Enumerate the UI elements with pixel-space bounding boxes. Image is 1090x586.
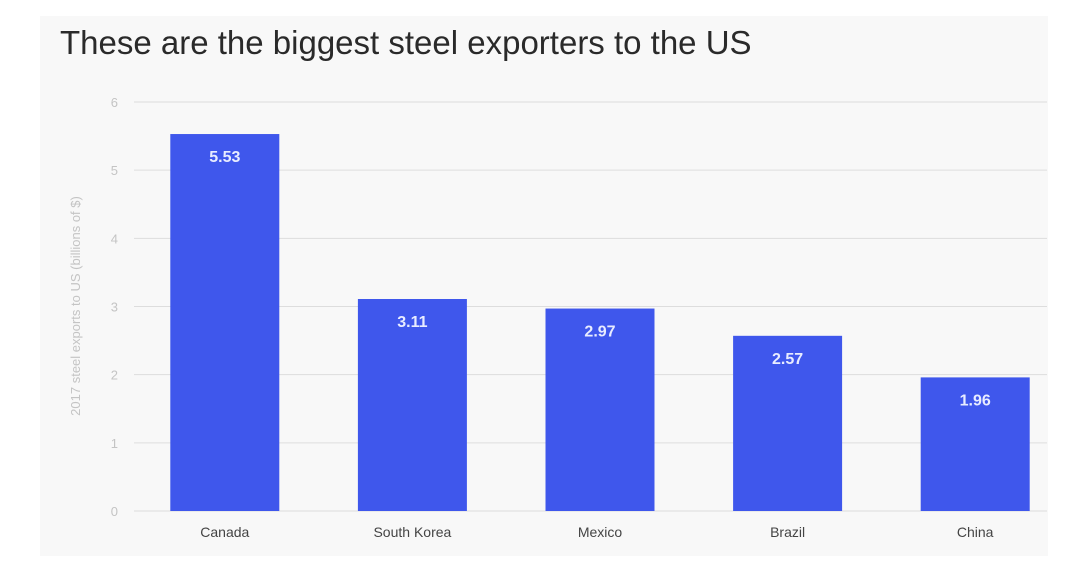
x-tick-label: Canada — [200, 524, 249, 540]
data-label: 3.11 — [397, 314, 427, 331]
y-tick-label: 1 — [111, 436, 118, 451]
data-label: 1.96 — [960, 392, 991, 409]
y-axis-label: 2017 steel exports to US (billions of $) — [68, 196, 83, 416]
y-tick-label: 2 — [111, 368, 118, 383]
y-tick-label: 0 — [111, 504, 118, 519]
data-label: 2.97 — [584, 324, 615, 341]
chart-title: These are the biggest steel exporters to… — [60, 24, 752, 61]
y-tick-label: 3 — [111, 300, 118, 315]
x-axis-labels: Canada South Korea Mexico Brazil China — [200, 524, 993, 540]
data-label: 2.57 — [772, 351, 803, 368]
bar-brazil — [733, 335, 843, 511]
x-tick-label: South Korea — [373, 524, 451, 540]
y-tick-label: 5 — [111, 163, 118, 178]
y-axis-ticks: 0 1 2 3 4 5 6 — [111, 95, 118, 519]
data-label: 5.53 — [209, 149, 240, 166]
x-tick-label: Brazil — [770, 524, 805, 540]
y-tick-label: 4 — [111, 231, 118, 246]
bars: 5.53 3.11 2.97 2.57 1.96 — [170, 134, 1030, 511]
bar-china — [920, 377, 1030, 511]
bar-mexico — [545, 308, 655, 511]
bar-canada — [170, 134, 280, 511]
bar-south-korea — [357, 299, 467, 511]
x-tick-label: Mexico — [578, 524, 623, 540]
x-tick-label: China — [957, 524, 994, 540]
y-tick-label: 6 — [111, 95, 118, 110]
